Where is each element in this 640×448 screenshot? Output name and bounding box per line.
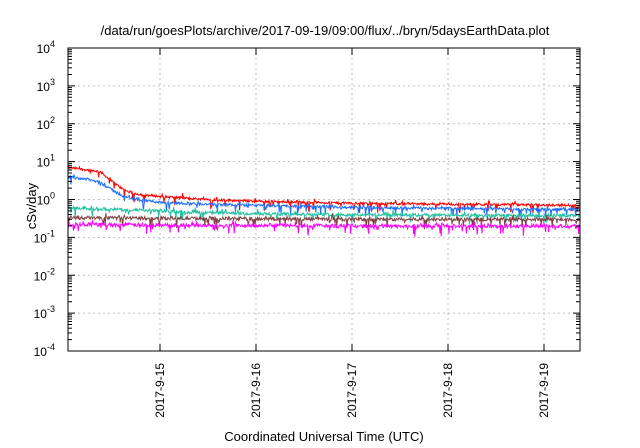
y-tick-exponent: 0: [50, 191, 55, 201]
series-line-1: [67, 165, 581, 214]
x-axis: 2017-9-15 2017-9-16 2017-9-17 2017-9-18 2017…: [153, 48, 551, 418]
y-tick-exponent: -2: [47, 266, 55, 276]
chart-title: /data/run/goesPlots/archive/2017-09-19/0…: [101, 23, 550, 38]
series-line-2: [68, 173, 581, 219]
series-line-5: [67, 220, 580, 237]
y-tick-label: 102: [37, 115, 55, 132]
y-tick-label: 10-3: [34, 304, 55, 321]
grid: [68, 48, 580, 351]
y-tick-label: 10-4: [34, 342, 55, 359]
y-tick-exponent: -3: [47, 304, 55, 314]
x-axis-label: Coordinated Universal Time (UTC): [224, 429, 423, 444]
y-tick-label: 104: [37, 39, 55, 56]
series-line-3: [67, 204, 581, 227]
x-tick-label: 2017-9-19: [537, 363, 551, 418]
x-tick-label: 2017-9-15: [153, 363, 167, 418]
series-group: [67, 165, 581, 237]
y-tick-exponent: -4: [47, 342, 55, 352]
y-tick-exponent: 2: [50, 115, 55, 125]
y-tick-exponent: 1: [50, 153, 55, 163]
y-tick-label: 103: [37, 77, 55, 94]
y-axis-label: cSv/day: [24, 182, 39, 229]
x-tick-label: 2017-9-18: [441, 363, 455, 418]
y-tick-label: 100: [37, 191, 55, 208]
y-tick-exponent: 3: [50, 77, 55, 87]
y-tick-exponent: -1: [47, 228, 55, 238]
y-tick-label: 10-2: [34, 266, 55, 283]
x-tick-label: 2017-9-17: [345, 363, 359, 418]
x-tick-label: 2017-9-16: [249, 363, 263, 418]
y-tick-label: 10-1: [34, 228, 55, 245]
series-line-4: [67, 213, 580, 231]
y-tick-exponent: 4: [50, 39, 55, 49]
y-tick-label: 101: [37, 153, 55, 170]
